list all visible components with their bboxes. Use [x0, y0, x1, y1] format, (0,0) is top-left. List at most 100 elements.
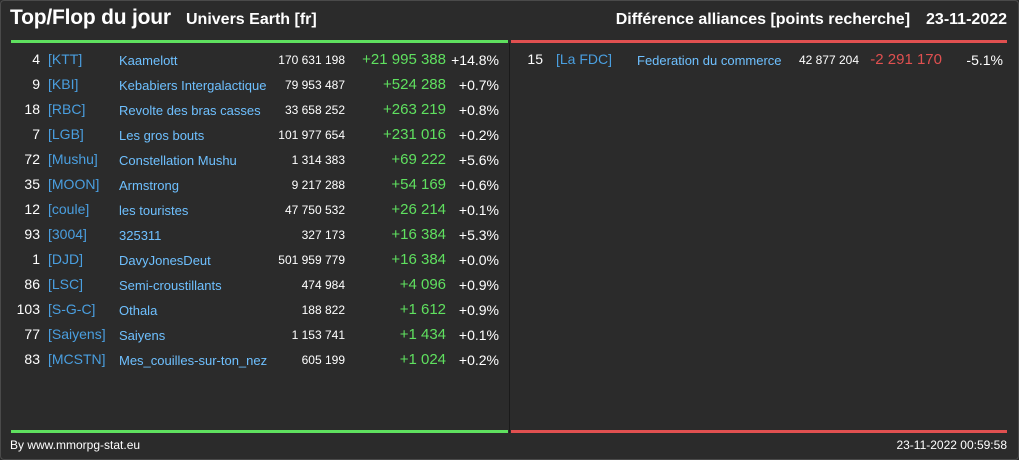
diff-value: +69 222 — [391, 151, 446, 168]
top-bar-red — [511, 40, 1007, 43]
list-item: 15 [La FDC] Federation du commerce 42 87… — [510, 47, 1019, 72]
bottom-bar-green — [11, 430, 508, 433]
rank: 86 — [24, 276, 40, 292]
points-value: 501 959 779 — [278, 253, 345, 267]
alliance-tag[interactable]: [3004] — [48, 226, 87, 242]
points-value: 101 977 654 — [278, 128, 345, 142]
alliance-tag[interactable]: [La FDC] — [556, 51, 613, 67]
diff-value: +16 384 — [391, 226, 446, 243]
list-item: 77 [Saiyens] Saiyens 1 153 741 +1 434 +0… — [0, 322, 509, 347]
points-value: 1 314 383 — [291, 153, 345, 167]
rank: 12 — [24, 201, 40, 217]
diff-value: -2 291 170 — [870, 51, 942, 68]
percent-value: +0.6% — [458, 177, 499, 193]
diff-value: +21 995 388 — [362, 51, 446, 68]
percent-value: +0.7% — [458, 77, 499, 93]
percent-value: +0.0% — [458, 252, 499, 268]
points-value: 9 217 288 — [291, 178, 345, 192]
alliance-name[interactable]: les touristes — [119, 203, 189, 218]
rank: 72 — [24, 151, 40, 167]
alliance-tag[interactable]: [Mushu] — [48, 151, 98, 167]
alliance-name[interactable]: Constellation Mushu — [119, 153, 237, 168]
points-value: 170 631 198 — [278, 53, 345, 67]
list-item: 72 [Mushu] Constellation Mushu 1 314 383… — [0, 147, 509, 172]
list-item: 4 [KTT] Kaamelott 170 631 198 +21 995 38… — [0, 47, 509, 72]
footer-credit[interactable]: By www.mmorpg-stat.eu — [10, 438, 141, 452]
alliance-tag[interactable]: [RBC] — [48, 101, 86, 117]
diff-value: +1 612 — [399, 301, 446, 318]
alliance-name[interactable]: Othala — [119, 303, 158, 318]
percent-value: +0.2% — [458, 352, 499, 368]
bottom-bar-red — [511, 430, 1007, 433]
percent-value: +5.3% — [458, 227, 499, 243]
diff-value: +1 434 — [399, 326, 446, 343]
top-list: 4 [KTT] Kaamelott 170 631 198 +21 995 38… — [0, 47, 509, 372]
percent-value: +0.1% — [458, 202, 499, 218]
alliance-name[interactable]: Les gros bouts — [119, 128, 205, 143]
diff-value: +4 096 — [399, 276, 446, 293]
alliance-tag[interactable]: [MOON] — [48, 176, 100, 192]
diff-value: +54 169 — [391, 176, 446, 193]
list-item: 1 [DJD] DavyJonesDeut 501 959 779 +16 38… — [0, 247, 509, 272]
diff-value: +16 384 — [391, 251, 446, 268]
rank: 7 — [32, 126, 40, 142]
alliance-tag[interactable]: [MCSTN] — [48, 351, 106, 367]
percent-value: +0.8% — [458, 102, 499, 118]
server-name: Univers Earth [fr] — [186, 11, 317, 28]
diff-value: +26 214 — [391, 201, 446, 218]
alliance-name[interactable]: Saiyens — [119, 328, 166, 343]
alliance-name[interactable]: Mes_couilles-sur-ton_nez — [119, 353, 268, 368]
alliance-tag[interactable]: [S-G-C] — [48, 301, 96, 317]
alliance-tag[interactable]: [LSC] — [48, 276, 84, 292]
points-value: 79 953 487 — [284, 78, 345, 92]
alliance-tag[interactable]: [DJD] — [48, 251, 83, 267]
alliance-name[interactable]: DavyJonesDeut — [119, 253, 211, 268]
points-value: 33 658 252 — [284, 103, 345, 117]
alliance-name[interactable]: Kebabiers Intergalactique — [119, 78, 267, 93]
list-item: 93 [3004] 325311 327 173 +16 384 +5.3% — [0, 222, 509, 247]
alliance-name[interactable]: Kaamelott — [119, 53, 178, 68]
percent-value: +14.8% — [451, 52, 499, 68]
diff-value: +231 016 — [383, 126, 446, 143]
diff-value: +263 219 — [383, 101, 446, 118]
points-value: 42 877 204 — [798, 53, 859, 67]
list-item: 12 [coule] les touristes 47 750 532 +26 … — [0, 197, 509, 222]
category-label: Différence alliances [points recherche] — [615, 11, 911, 28]
alliance-tag[interactable]: [KBI] — [48, 76, 79, 92]
alliance-name[interactable]: Armstrong — [119, 178, 179, 193]
list-item: 7 [LGB] Les gros bouts 101 977 654 +231 … — [0, 122, 509, 147]
rank: 9 — [32, 76, 40, 92]
alliance-tag[interactable]: [KTT] — [48, 51, 83, 67]
list-item: 18 [RBC] Revolte des bras casses 33 658 … — [0, 97, 509, 122]
percent-value: +0.1% — [458, 327, 499, 343]
points-value: 188 822 — [301, 303, 345, 317]
header-date: 23-11-2022 — [926, 11, 1007, 28]
rank: 83 — [24, 351, 40, 367]
percent-value: +5.6% — [458, 152, 499, 168]
diff-value: +1 024 — [399, 351, 446, 368]
alliance-name[interactable]: Semi-croustillants — [119, 278, 222, 293]
page-title: Top/Flop du jour — [10, 6, 171, 29]
percent-value: +0.9% — [458, 302, 499, 318]
list-item: 9 [KBI] Kebabiers Intergalactique 79 953… — [0, 72, 509, 97]
alliance-name[interactable]: Revolte des bras casses — [119, 103, 261, 118]
alliance-name[interactable]: 325311 — [119, 228, 162, 243]
diff-value: +524 288 — [383, 76, 446, 93]
alliance-name[interactable]: Federation du commerce — [637, 53, 782, 68]
header-right: Différence alliances [points recherche] 2… — [616, 11, 1007, 29]
percent-value: +0.9% — [458, 277, 499, 293]
top-bar-green — [11, 40, 508, 43]
list-item: 83 [MCSTN] Mes_couilles-sur-ton_nez 605 … — [0, 347, 509, 372]
alliance-tag[interactable]: [coule] — [48, 201, 90, 217]
alliance-tag[interactable]: [Saiyens] — [48, 326, 106, 342]
points-value: 474 984 — [301, 278, 345, 292]
alliance-tag[interactable]: [LGB] — [48, 126, 84, 142]
rank: 35 — [24, 176, 40, 192]
footer-timestamp: 23-11-2022 00:59:58 — [896, 438, 1007, 452]
percent-value: +0.2% — [458, 127, 499, 143]
points-value: 1 153 741 — [291, 328, 345, 342]
column-divider — [509, 43, 510, 433]
points-value: 605 199 — [301, 353, 345, 367]
points-value: 327 173 — [301, 228, 345, 242]
flop-list: 15 [La FDC] Federation du commerce 42 87… — [510, 47, 1019, 72]
